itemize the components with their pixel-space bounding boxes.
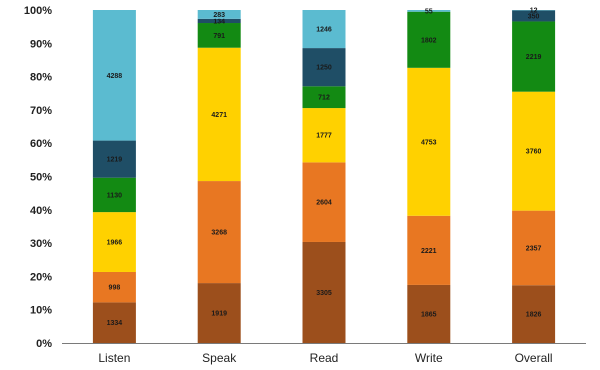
- y-tick-label: 70%: [30, 105, 52, 117]
- x-tick-label: Write: [415, 351, 443, 365]
- data-label: 1246: [316, 27, 332, 34]
- bar-segment: [197, 23, 241, 48]
- y-tick-label: 50%: [30, 172, 52, 184]
- y-tick-label: 90%: [30, 38, 52, 50]
- bar-segment: [302, 162, 346, 242]
- y-tick-label: 60%: [30, 138, 52, 150]
- data-label: 3268: [211, 230, 227, 237]
- y-tick-label: 10%: [30, 305, 52, 317]
- data-label: 1334: [107, 320, 123, 327]
- y-tick-label: 100%: [24, 5, 52, 17]
- x-tick-label: Speak: [202, 351, 237, 365]
- data-label: 350: [528, 13, 540, 20]
- data-label: 712: [318, 95, 330, 102]
- bar-segment: [197, 10, 241, 19]
- bar-segment: [92, 212, 136, 272]
- bar-segment: [197, 181, 241, 284]
- bar-segment: [512, 91, 556, 211]
- bar-segment: [197, 47, 241, 182]
- data-label: 4753: [421, 139, 437, 146]
- y-tick-label: 20%: [30, 271, 52, 283]
- data-label: 1250: [316, 65, 332, 72]
- data-label: 283: [213, 12, 225, 19]
- bar-segment: [92, 10, 136, 141]
- x-tick-label: Overall: [515, 351, 553, 365]
- data-label: 1777: [316, 133, 332, 140]
- bar-segment: [512, 210, 556, 286]
- bar-segment: [302, 108, 346, 163]
- bar-segment: [407, 67, 451, 216]
- y-axis: 0% 10% 20% 30% 40% 50% 60% 70% 80% 90% 100%: [24, 5, 52, 350]
- bar-segment: [407, 284, 451, 343]
- x-tick-label: Listen: [98, 351, 130, 365]
- y-tick-label: 0%: [36, 338, 52, 350]
- bar-segment: [92, 140, 136, 178]
- data-label: 2221: [421, 248, 437, 255]
- bar-segment: [197, 18, 241, 24]
- data-label: 4271: [211, 112, 227, 119]
- x-tick-label: Read: [310, 351, 339, 365]
- bar-stack-read: 3305 2604 1777 712 1250 1246: [302, 10, 346, 343]
- data-label: 2357: [526, 245, 542, 252]
- data-label: 4288: [107, 73, 123, 80]
- bar-segment: [302, 10, 346, 49]
- bar-segment: [92, 177, 136, 213]
- bar-segment: [302, 48, 346, 87]
- bar-segment: [512, 285, 556, 343]
- bar-segment: [92, 302, 136, 343]
- data-label: 12: [530, 8, 538, 15]
- data-label: 3305: [316, 290, 332, 297]
- bar-segment: [302, 86, 346, 109]
- bar-segment: [197, 283, 241, 343]
- y-tick-label: 30%: [30, 238, 52, 250]
- bar-stack-write: 1865 2221 4753 1802 55: [407, 8, 451, 343]
- data-label: 1826: [526, 312, 542, 319]
- data-label: 3760: [526, 149, 542, 156]
- bar-segment: [302, 241, 346, 343]
- data-label: 1919: [211, 311, 227, 318]
- x-axis: Listen Speak Read Write Overall: [98, 351, 552, 365]
- data-label: 1966: [107, 240, 123, 247]
- bar-stack-listen: 1334 998 1966 1130 1219 4288: [92, 10, 136, 343]
- data-label: 55: [425, 8, 433, 15]
- bar-segment: [407, 215, 451, 285]
- data-label: 1802: [421, 37, 437, 44]
- data-label: 2219: [526, 54, 542, 61]
- data-label: 134: [213, 18, 225, 25]
- bar-segment: [512, 21, 556, 92]
- bar-segment: [407, 11, 451, 68]
- bar-segment: [407, 10, 451, 12]
- data-label: 791: [213, 33, 225, 40]
- data-label: 1865: [421, 311, 437, 318]
- bars: 1334 998 1966 1130 1219 4288 1919 3268 4271 791 13…: [92, 8, 556, 343]
- bar-segment: [92, 271, 136, 303]
- data-label: 998: [109, 285, 121, 292]
- data-label: 1219: [107, 157, 123, 164]
- data-label: 1130: [107, 192, 122, 199]
- y-tick-label: 40%: [30, 205, 52, 217]
- y-tick-label: 80%: [30, 72, 52, 84]
- data-label: 2604: [316, 200, 332, 207]
- bar-segment: [512, 10, 556, 22]
